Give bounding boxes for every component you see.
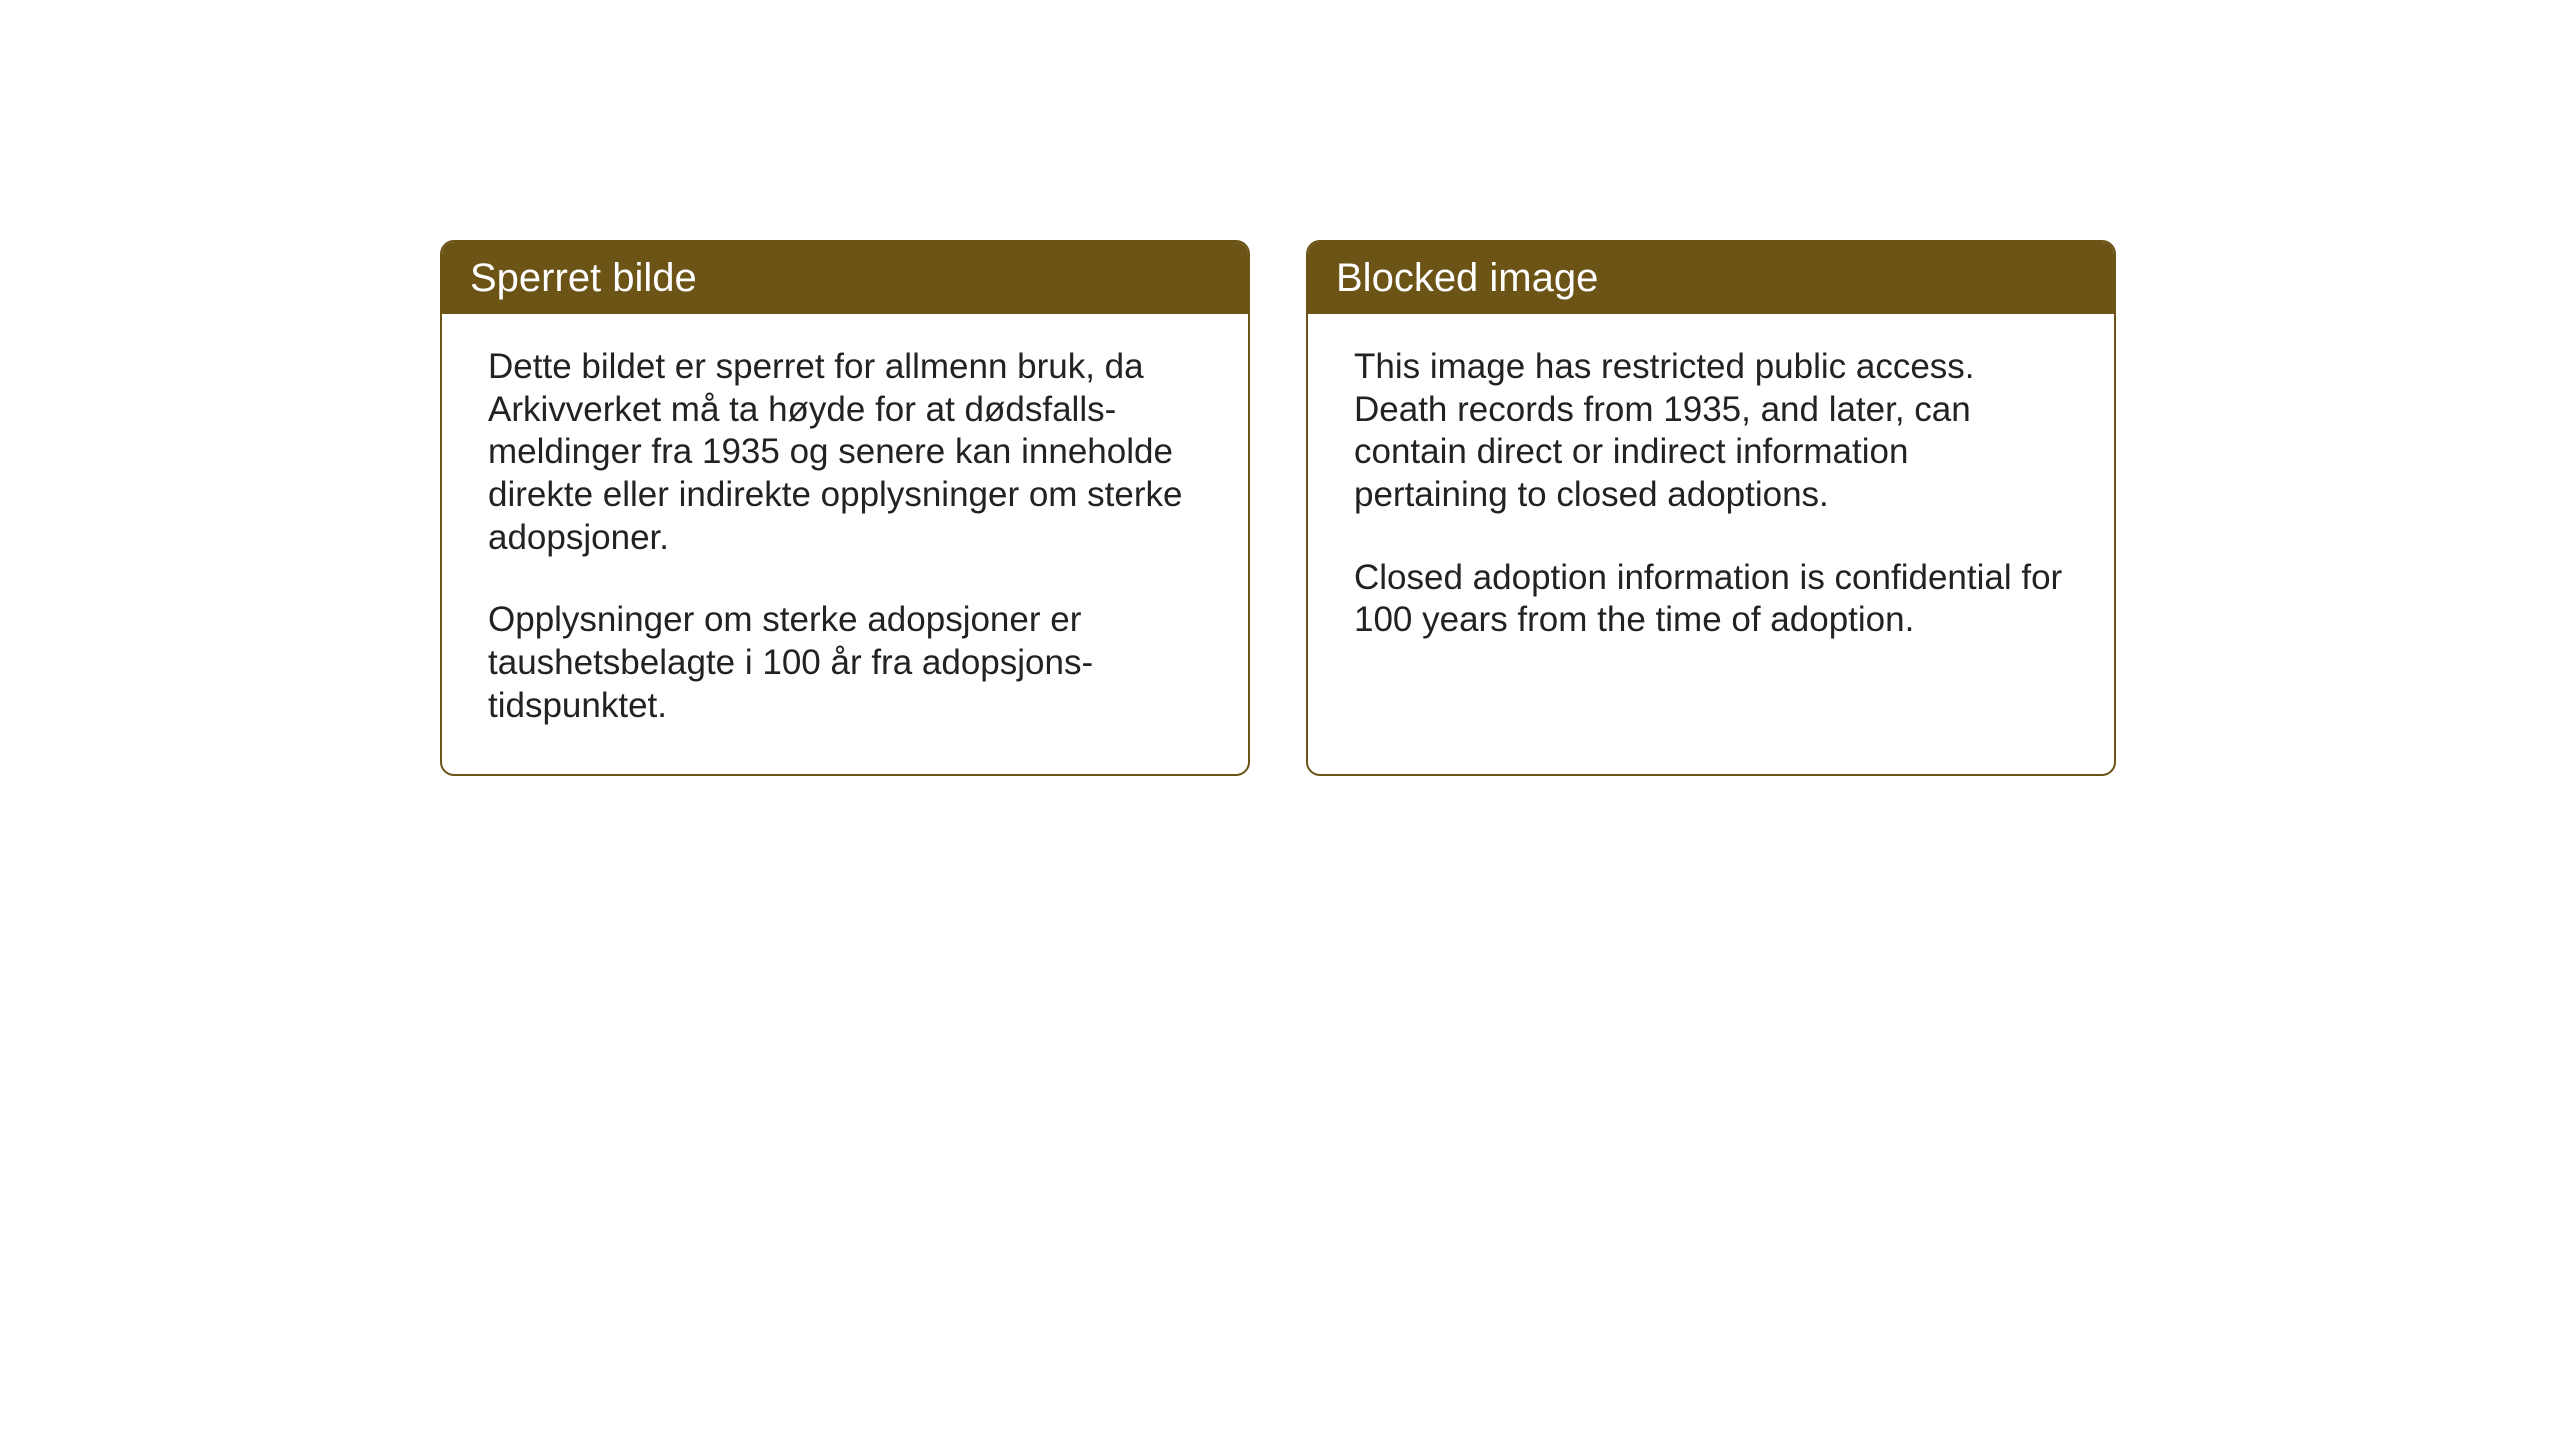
- card-header-english: Blocked image: [1308, 242, 2114, 314]
- notice-paragraph-2-no: Opplysninger om sterke adopsjoner er tau…: [488, 599, 1202, 727]
- notice-paragraph-1-no: Dette bildet er sperret for allmenn bruk…: [488, 346, 1202, 559]
- notice-paragraph-2-en: Closed adoption information is confident…: [1354, 557, 2068, 642]
- card-body-english: This image has restricted public access.…: [1308, 314, 2114, 744]
- card-header-norwegian: Sperret bilde: [442, 242, 1248, 314]
- card-body-norwegian: Dette bildet er sperret for allmenn bruk…: [442, 314, 1248, 774]
- notice-card-norwegian: Sperret bilde Dette bildet er sperret fo…: [440, 240, 1250, 776]
- notice-container: Sperret bilde Dette bildet er sperret fo…: [440, 240, 2116, 776]
- notice-paragraph-1-en: This image has restricted public access.…: [1354, 346, 2068, 517]
- notice-card-english: Blocked image This image has restricted …: [1306, 240, 2116, 776]
